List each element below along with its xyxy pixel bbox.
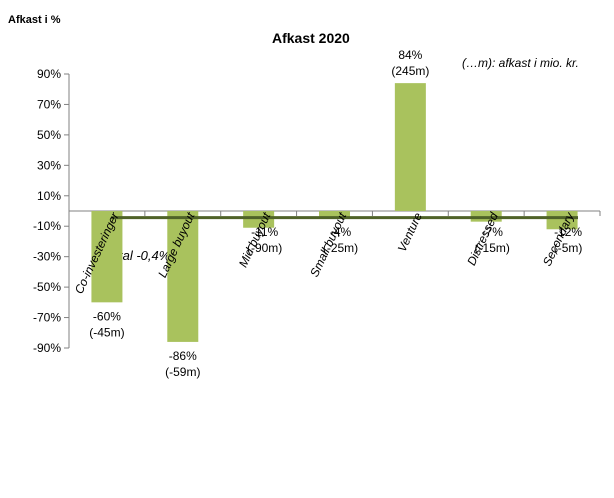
value-label: -11% [251,225,278,239]
amount-label: (-59m) [165,365,200,379]
y-tick-label: -50% [33,280,61,294]
y-tick-label: -10% [33,219,61,233]
amount-label: (245m) [391,64,429,78]
y-tick-label: 70% [37,97,61,111]
amount-label: (-45m) [89,325,124,339]
y-tick-label: 90% [37,67,61,81]
y-tick-label: 30% [37,158,61,172]
bar [319,211,350,218]
amount-label: (-25m) [323,241,358,255]
bar [167,211,199,342]
y-tick-label: 10% [37,189,61,203]
value-label: -12% [554,225,582,239]
chart-title: Afkast 2020 [272,30,350,46]
value-label: -7% [482,225,504,239]
amount-label: (-15m) [475,241,510,255]
bar [91,211,123,303]
y-tick-label: -90% [33,341,61,355]
value-label: -60% [93,309,121,323]
amount-label: (-5m) [554,241,583,255]
bar [394,83,426,211]
y-tick-label: -30% [33,250,61,264]
y-tick-label: -70% [33,311,61,325]
y-tick-label: 50% [37,128,61,142]
bar [243,211,275,228]
value-label: -4% [330,225,352,239]
value-label: -86% [169,349,197,363]
amount-note: (…m): afkast i mio. kr. [462,56,579,70]
bar [546,211,578,230]
amount-label: (-90m) [247,241,282,255]
value-label: 84% [398,48,422,62]
y-axis-title: Afkast i % [8,14,61,26]
